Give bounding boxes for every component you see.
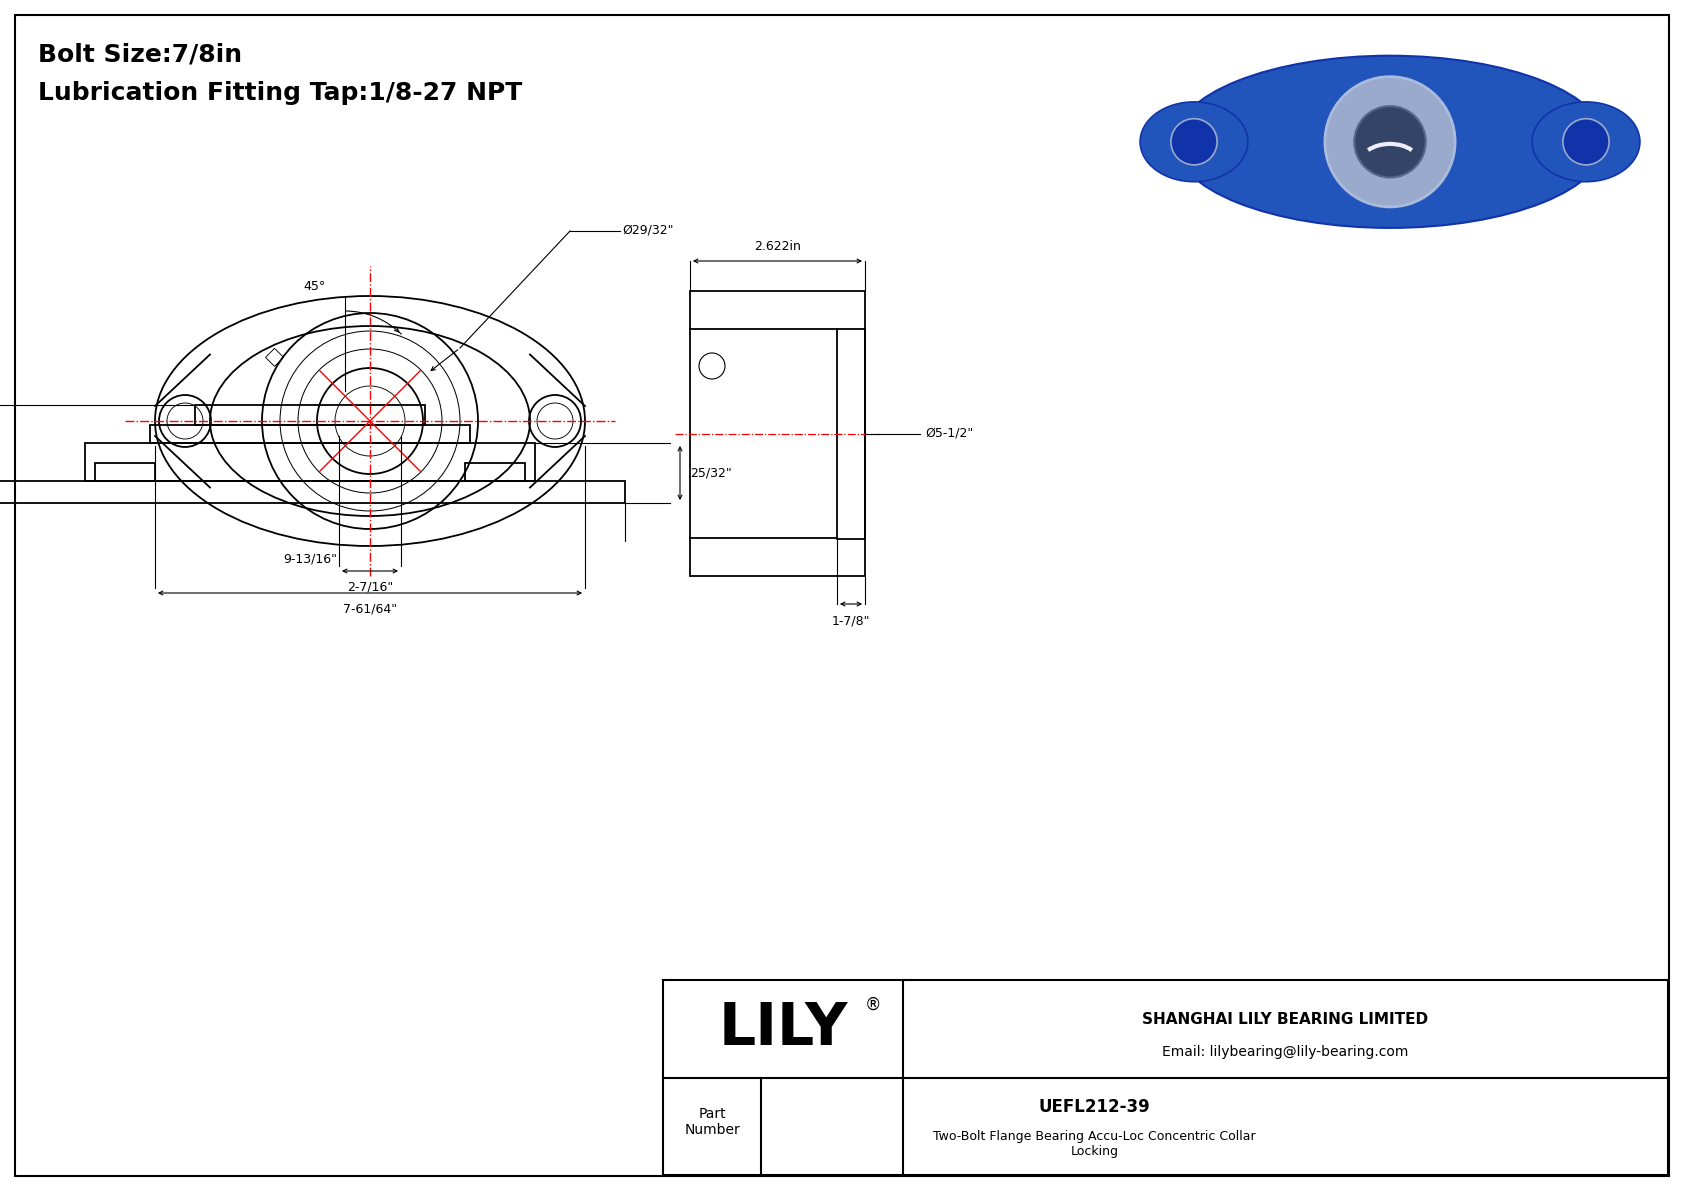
Text: 1-7/8": 1-7/8" bbox=[832, 615, 871, 626]
Text: Part
Number: Part Number bbox=[684, 1108, 739, 1137]
Circle shape bbox=[1325, 76, 1455, 207]
Text: 2.622in: 2.622in bbox=[754, 241, 802, 252]
Text: 25/32": 25/32" bbox=[690, 467, 733, 480]
Text: Two-Bolt Flange Bearing Accu-Loc Concentric Collar
Locking: Two-Bolt Flange Bearing Accu-Loc Concent… bbox=[933, 1130, 1256, 1158]
Text: 2-7/16": 2-7/16" bbox=[347, 581, 392, 594]
Text: Lubrication Fitting Tap:1/8-27 NPT: Lubrication Fitting Tap:1/8-27 NPT bbox=[39, 81, 522, 105]
Circle shape bbox=[1354, 106, 1426, 177]
Bar bbox=[690, 291, 866, 576]
Text: 9-13/16": 9-13/16" bbox=[283, 553, 337, 566]
Text: Bolt Size:7/8in: Bolt Size:7/8in bbox=[39, 43, 242, 67]
Text: Email: lilybearing@lily-bearing.com: Email: lilybearing@lily-bearing.com bbox=[1162, 1046, 1410, 1059]
Text: ®: ® bbox=[866, 996, 881, 1014]
Bar bbox=[465, 463, 525, 481]
Bar bbox=[150, 425, 470, 443]
Text: Ø5-1/2": Ø5-1/2" bbox=[925, 428, 973, 439]
Text: 45°: 45° bbox=[303, 280, 327, 293]
Text: SHANGHAI LILY BEARING LIMITED: SHANGHAI LILY BEARING LIMITED bbox=[1142, 1011, 1428, 1027]
Bar bbox=[0, 481, 625, 503]
Text: 7-61/64": 7-61/64" bbox=[344, 603, 397, 616]
Circle shape bbox=[1170, 119, 1218, 164]
Bar bbox=[663, 980, 1667, 1176]
Ellipse shape bbox=[1174, 56, 1605, 227]
Circle shape bbox=[1563, 119, 1610, 164]
Ellipse shape bbox=[1140, 102, 1248, 182]
Bar bbox=[195, 405, 424, 425]
Text: LILY: LILY bbox=[719, 1000, 847, 1058]
Text: UEFL212-39: UEFL212-39 bbox=[1039, 1098, 1150, 1116]
Bar bbox=[837, 329, 866, 538]
Bar bbox=[94, 463, 155, 481]
Bar bbox=[84, 443, 536, 481]
Text: Ø29/32": Ø29/32" bbox=[621, 224, 674, 237]
Ellipse shape bbox=[1532, 102, 1640, 182]
